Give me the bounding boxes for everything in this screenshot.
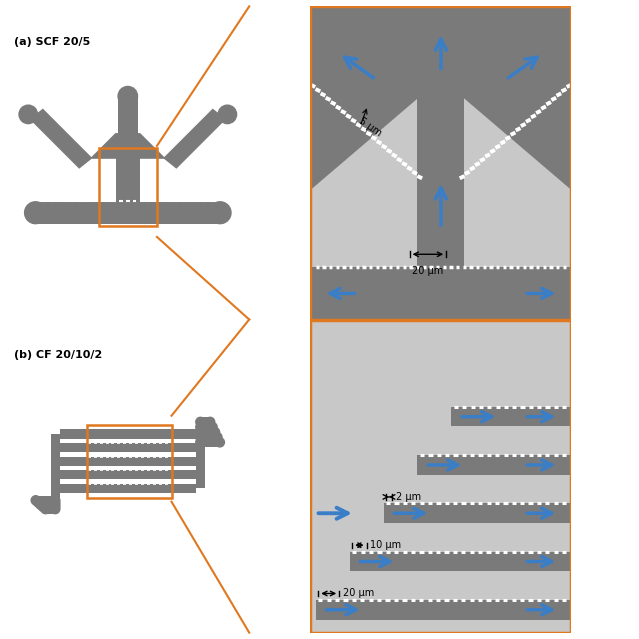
Text: 20 μm: 20 μm	[343, 589, 374, 599]
Bar	[98, 148, 157, 226]
Bar	[201, 427, 215, 436]
Bar	[36, 202, 220, 224]
Circle shape	[38, 502, 48, 511]
Bar	[50, 461, 60, 505]
Polygon shape	[164, 109, 225, 168]
Text: 2 μm: 2 μm	[396, 492, 421, 502]
Bar	[86, 424, 171, 498]
Circle shape	[196, 417, 205, 426]
Bar	[86, 443, 170, 452]
Bar	[350, 551, 571, 571]
Text: 10 μm: 10 μm	[371, 540, 401, 550]
Bar	[417, 455, 571, 475]
Bar	[43, 502, 55, 511]
Bar	[170, 470, 196, 479]
Bar	[170, 457, 196, 466]
Bar	[36, 496, 55, 505]
Bar	[86, 484, 170, 493]
Circle shape	[50, 498, 60, 507]
Bar	[170, 429, 196, 438]
Text: 20 μm: 20 μm	[412, 266, 443, 276]
Bar	[45, 504, 55, 514]
Circle shape	[50, 504, 60, 514]
Bar	[196, 432, 205, 461]
Bar	[60, 443, 86, 452]
Bar	[50, 434, 60, 500]
Text: (a) SCF 20/5: (a) SCF 20/5	[13, 36, 90, 47]
Circle shape	[36, 500, 45, 509]
Polygon shape	[31, 109, 91, 168]
Polygon shape	[311, 6, 417, 189]
Bar	[86, 429, 170, 438]
Bar	[116, 158, 140, 202]
Bar	[311, 267, 571, 320]
Bar	[86, 470, 170, 479]
Text: 5 μm: 5 μm	[357, 116, 384, 139]
Bar	[201, 438, 220, 447]
Bar	[50, 475, 60, 507]
Bar	[170, 443, 196, 452]
Polygon shape	[91, 134, 164, 158]
Circle shape	[24, 202, 47, 224]
Text: (b) CF 20/10/2: (b) CF 20/10/2	[13, 350, 102, 360]
Bar	[196, 422, 205, 434]
Bar	[50, 448, 60, 502]
Bar	[60, 429, 86, 438]
Bar	[417, 6, 465, 267]
Bar	[60, 470, 86, 479]
Circle shape	[196, 433, 205, 442]
Circle shape	[210, 427, 220, 436]
Circle shape	[196, 438, 205, 447]
Bar	[383, 504, 571, 523]
Bar	[118, 97, 137, 134]
Polygon shape	[465, 6, 571, 189]
Circle shape	[206, 417, 215, 426]
Bar	[196, 437, 205, 475]
Circle shape	[41, 504, 50, 514]
Bar	[196, 427, 205, 448]
Circle shape	[196, 422, 205, 431]
Circle shape	[50, 502, 60, 511]
Bar	[50, 488, 60, 509]
Circle shape	[50, 500, 60, 509]
Bar	[196, 442, 205, 488]
Circle shape	[34, 498, 43, 507]
Bar	[201, 422, 213, 431]
Circle shape	[218, 105, 236, 123]
Circle shape	[208, 422, 217, 431]
Bar	[41, 500, 55, 509]
Circle shape	[118, 86, 137, 106]
Bar	[316, 600, 571, 620]
Circle shape	[196, 427, 205, 436]
Circle shape	[215, 438, 224, 447]
Circle shape	[31, 496, 40, 505]
Bar	[201, 417, 210, 426]
Bar	[60, 484, 86, 493]
Bar	[60, 457, 86, 466]
Bar	[170, 484, 196, 493]
Circle shape	[50, 496, 60, 505]
Bar	[201, 433, 217, 442]
Circle shape	[209, 202, 231, 224]
Circle shape	[19, 105, 38, 123]
Circle shape	[213, 433, 222, 442]
Bar	[451, 407, 571, 426]
Bar	[38, 498, 55, 507]
Bar	[86, 457, 170, 466]
